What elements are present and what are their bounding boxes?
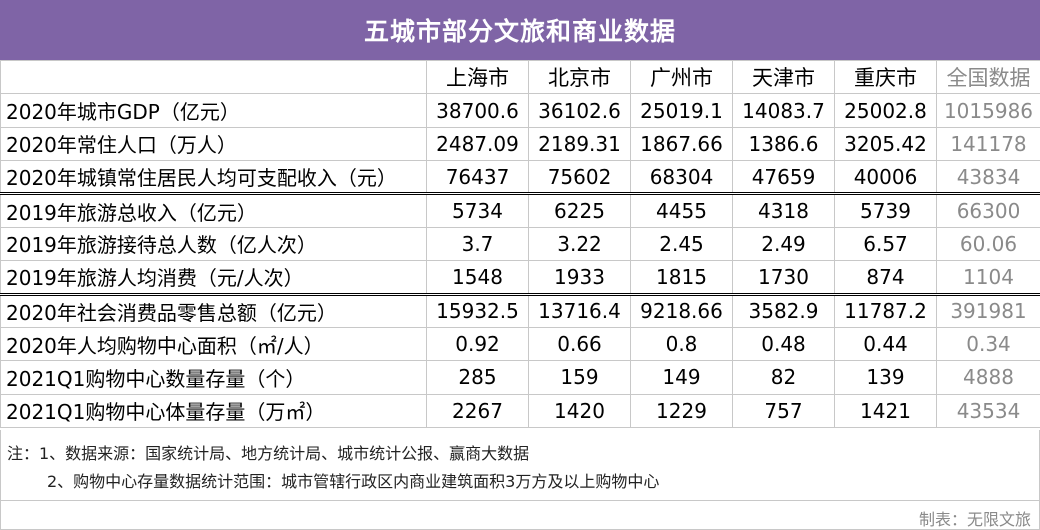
cell-value: 25019.1 (630, 93, 733, 128)
cell-value: 1229 (630, 393, 733, 428)
header-cell-beijing: 北京市 (528, 59, 631, 95)
table-row: 2020年人均购物中心面积（㎡/人） 0.92 0.66 0.8 0.48 0.… (0, 326, 1040, 362)
cell-value: 1933 (528, 260, 631, 295)
cell-value: 1730 (732, 260, 835, 295)
data-table: 上海市 北京市 广州市 天津市 重庆市 全国数据 2020年城市GDP（亿元） … (0, 59, 1040, 428)
cell-national: 43534 (936, 393, 1040, 428)
note-scope: 2、购物中心存量数据统计范围：城市管辖行政区内商业建筑面积3万方及以上购物中心 (47, 472, 660, 491)
cell-value: 11787.2 (834, 292, 937, 328)
cell-value: 14083.7 (732, 93, 835, 128)
table-row: 2021Q1购物中心数量存量（个） 285 159 149 82 139 488… (0, 360, 1040, 395)
cell-national: 391981 (936, 292, 1040, 328)
page-title: 五城市部分文旅和商业数据 (363, 17, 676, 46)
cell-value: 874 (834, 260, 937, 295)
cell-value: 1548 (426, 260, 529, 295)
header-cell-guangzhou: 广州市 (630, 59, 733, 95)
cell-national: 141178 (936, 126, 1040, 162)
row-label: 2020年人均购物中心面积（㎡/人） (0, 326, 427, 362)
cell-value: 82 (732, 360, 835, 395)
cell-national: 1015986 (936, 93, 1040, 128)
cell-value: 6225 (528, 192, 631, 228)
row-label: 2019年旅游总收入（亿元） (0, 192, 427, 228)
cell-value: 2.45 (630, 226, 733, 262)
cell-value: 38700.6 (426, 93, 529, 128)
row-label: 2019年旅游接待总人数（亿人次） (0, 226, 427, 262)
header-cell-shanghai: 上海市 (426, 59, 529, 95)
table-row: 2019年旅游人均消费（元/人次） 1548 1933 1815 1730 87… (0, 260, 1040, 295)
table-row: 2019年旅游接待总人数（亿人次） 3.7 3.22 2.45 2.49 6.5… (0, 226, 1040, 262)
cell-value: 2267 (426, 393, 529, 428)
table-row: 2020年城市GDP（亿元） 38700.6 36102.6 25019.1 1… (0, 93, 1040, 128)
table-row: 2020年社会消费品零售总额（亿元） 15932.5 13716.4 9218.… (0, 292, 1040, 328)
cell-value: 9218.66 (630, 292, 733, 328)
cell-value: 6.57 (834, 226, 937, 262)
cell-value: 0.44 (834, 326, 937, 362)
cell-value: 149 (630, 360, 733, 395)
cell-value: 5734 (426, 192, 529, 228)
table-row: 2020年城镇常住居民人均可支配收入（元） 76437 75602 68304 … (0, 160, 1040, 195)
cell-national: 1104 (936, 260, 1040, 295)
header-cell-chongqing: 重庆市 (834, 59, 937, 95)
cell-value: 75602 (528, 160, 631, 195)
cell-value: 25002.8 (834, 93, 937, 128)
row-label: 2019年旅游人均消费（元/人次） (0, 260, 427, 295)
cell-value: 285 (426, 360, 529, 395)
cell-value: 15932.5 (426, 292, 529, 328)
cell-value: 139 (834, 360, 937, 395)
cell-value: 13716.4 (528, 292, 631, 328)
row-label: 2021Q1购物中心数量存量（个） (0, 360, 427, 395)
cell-value: 0.66 (528, 326, 631, 362)
cell-value: 0.92 (426, 326, 529, 362)
cell-value: 68304 (630, 160, 733, 195)
table-row: 2019年旅游总收入（亿元） 5734 6225 4455 4318 5739 … (0, 192, 1040, 228)
cell-value: 36102.6 (528, 93, 631, 128)
note-source: 注：1、数据来源：国家统计局、地方统计局、城市统计公报、赢商大数据 (7, 444, 530, 463)
cell-value: 2.49 (732, 226, 835, 262)
row-label: 2020年常住人口（万人） (0, 126, 427, 162)
header-cell-tianjin: 天津市 (732, 59, 835, 95)
row-label: 2021Q1购物中心体量存量（万㎡） (0, 393, 427, 428)
notes: 注：1、数据来源：国家统计局、地方统计局、城市统计公报、赢商大数据 2、购物中心… (0, 430, 1040, 500)
table-credit: 制表：无限文旅 (918, 510, 1031, 529)
header-cell-corner (0, 59, 427, 95)
row-label: 2020年城镇常住居民人均可支配收入（元） (0, 160, 427, 195)
cell-value: 0.48 (732, 326, 835, 362)
cell-national: 66300 (936, 192, 1040, 228)
header-cell-national: 全国数据 (936, 59, 1040, 95)
cell-value: 2189.31 (528, 126, 631, 162)
cell-value: 1386.6 (732, 126, 835, 162)
table-row: 2020年常住人口（万人） 2487.09 2189.31 1867.66 13… (0, 126, 1040, 162)
credit-bar: 制表：无限文旅 (0, 500, 1040, 530)
cell-value: 1867.66 (630, 126, 733, 162)
title-bar: 五城市部分文旅和商业数据 (0, 0, 1040, 60)
row-label: 2020年社会消费品零售总额（亿元） (0, 292, 427, 328)
cell-value: 0.8 (630, 326, 733, 362)
cell-national: 43834 (936, 160, 1040, 195)
cell-value: 1420 (528, 393, 631, 428)
cell-value: 3205.42 (834, 126, 937, 162)
header-row: 上海市 北京市 广州市 天津市 重庆市 全国数据 (0, 59, 1040, 95)
cell-value: 47659 (732, 160, 835, 195)
cell-national: 60.06 (936, 226, 1040, 262)
cell-value: 3.22 (528, 226, 631, 262)
cell-value: 4318 (732, 192, 835, 228)
cell-value: 1815 (630, 260, 733, 295)
row-label: 2020年城市GDP（亿元） (0, 93, 427, 128)
cell-national: 0.34 (936, 326, 1040, 362)
cell-value: 76437 (426, 160, 529, 195)
cell-value: 4455 (630, 192, 733, 228)
cell-value: 5739 (834, 192, 937, 228)
cell-value: 2487.09 (426, 126, 529, 162)
cell-value: 1421 (834, 393, 937, 428)
cell-national: 4888 (936, 360, 1040, 395)
table-row: 2021Q1购物中心体量存量（万㎡） 2267 1420 1229 757 14… (0, 393, 1040, 428)
cell-value: 3582.9 (732, 292, 835, 328)
cell-value: 757 (732, 393, 835, 428)
cell-value: 40006 (834, 160, 937, 195)
cell-value: 159 (528, 360, 631, 395)
cell-value: 3.7 (426, 226, 529, 262)
